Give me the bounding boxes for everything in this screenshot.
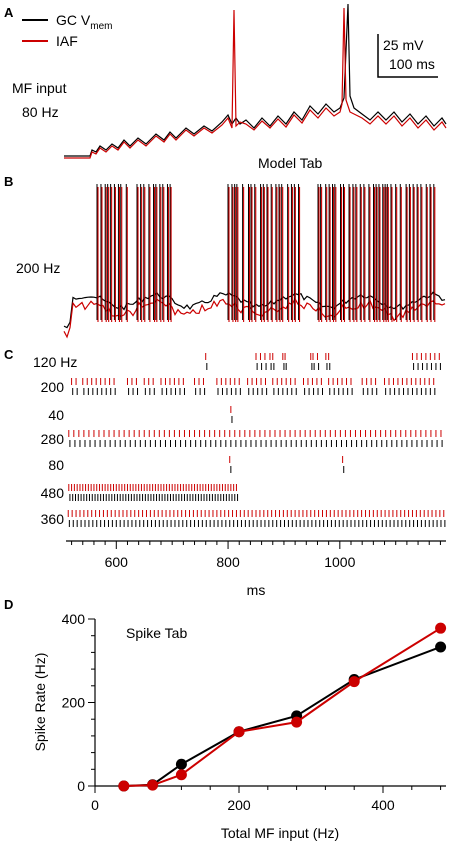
mf-input-label: MF input bbox=[12, 80, 67, 96]
panel-c-x-tick-label: 1000 bbox=[324, 554, 355, 570]
panel-c-x-tick-label: 800 bbox=[216, 554, 240, 570]
panel-b-title: Model Tab bbox=[258, 155, 323, 171]
trace-a-iaf bbox=[64, 7, 447, 159]
panel-d-y-label: Spike Rate (Hz) bbox=[32, 653, 48, 752]
scalebar-time-label: 100 ms bbox=[389, 56, 435, 72]
raster-row-label: 360 bbox=[41, 511, 65, 527]
series-point-1 bbox=[291, 716, 303, 728]
y-tick-label: 0 bbox=[77, 778, 85, 794]
panel-d-x-label: Total MF input (Hz) bbox=[221, 825, 339, 841]
panel-a-letter: A bbox=[4, 5, 14, 20]
panel-d: D Spike Tab 0 200 400 0 200 400 Total MF inpu… bbox=[4, 597, 447, 841]
series-point-0 bbox=[175, 758, 187, 770]
legend-gc-label: GC Vmem bbox=[56, 12, 112, 32]
panel-c-x-tick-label: 600 bbox=[105, 554, 129, 570]
series-line-0 bbox=[123, 646, 441, 787]
y-tick-label: 200 bbox=[62, 695, 86, 711]
raster-row-label: 80 bbox=[48, 457, 64, 473]
legend-iaf-label: IAF bbox=[56, 33, 78, 49]
series-point-1 bbox=[175, 769, 187, 781]
panel-c: C 120 Hz 200 40 280 80 480 360 600 800 1000 ms bbox=[4, 347, 446, 598]
raster-row-label: 120 Hz bbox=[33, 354, 77, 370]
raster-row-label: 40 bbox=[48, 407, 64, 423]
raster-row-label: 200 bbox=[41, 379, 65, 395]
series-point-1 bbox=[348, 676, 360, 688]
trace-a-gc bbox=[64, 3, 447, 157]
raster-row-label: 280 bbox=[41, 431, 65, 447]
x-tick-label: 400 bbox=[371, 797, 395, 813]
spike-rate-chart: 0 200 400 0 200 400 bbox=[62, 611, 447, 813]
panel-d-title: Spike Tab bbox=[126, 625, 187, 641]
panel-c-x-axis: 600 800 1000 bbox=[66, 540, 446, 570]
series-point-1 bbox=[435, 622, 447, 634]
series-line-1 bbox=[123, 627, 442, 787]
panel-b-letter: B bbox=[4, 174, 13, 189]
rate-label-200: 200 Hz bbox=[16, 260, 60, 276]
x-tick-label: 200 bbox=[227, 797, 251, 813]
series-point-1 bbox=[118, 780, 130, 792]
raster-row-label: 480 bbox=[41, 485, 65, 501]
scalebar bbox=[377, 34, 438, 78]
y-tick-label: 400 bbox=[62, 611, 86, 627]
panel-c-x-label: ms bbox=[247, 582, 266, 598]
panel-d-letter: D bbox=[4, 597, 13, 612]
raster: 120 Hz 200 40 280 80 480 360 bbox=[33, 353, 446, 527]
panel-b: B Model Tab 200 Hz bbox=[4, 155, 446, 339]
rate-label-80: 80 Hz bbox=[22, 104, 59, 120]
panel-c-letter: C bbox=[4, 347, 14, 362]
series-point-1 bbox=[147, 779, 159, 791]
panel-b-traces bbox=[63, 184, 446, 339]
series-point-0 bbox=[435, 641, 447, 653]
series-point-1 bbox=[233, 726, 245, 738]
panel-a: A GC Vmem IAF 25 mV 100 ms MF input 80 H… bbox=[4, 3, 447, 159]
x-tick-label: 0 bbox=[91, 797, 99, 813]
scalebar-voltage-label: 25 mV bbox=[383, 37, 424, 53]
